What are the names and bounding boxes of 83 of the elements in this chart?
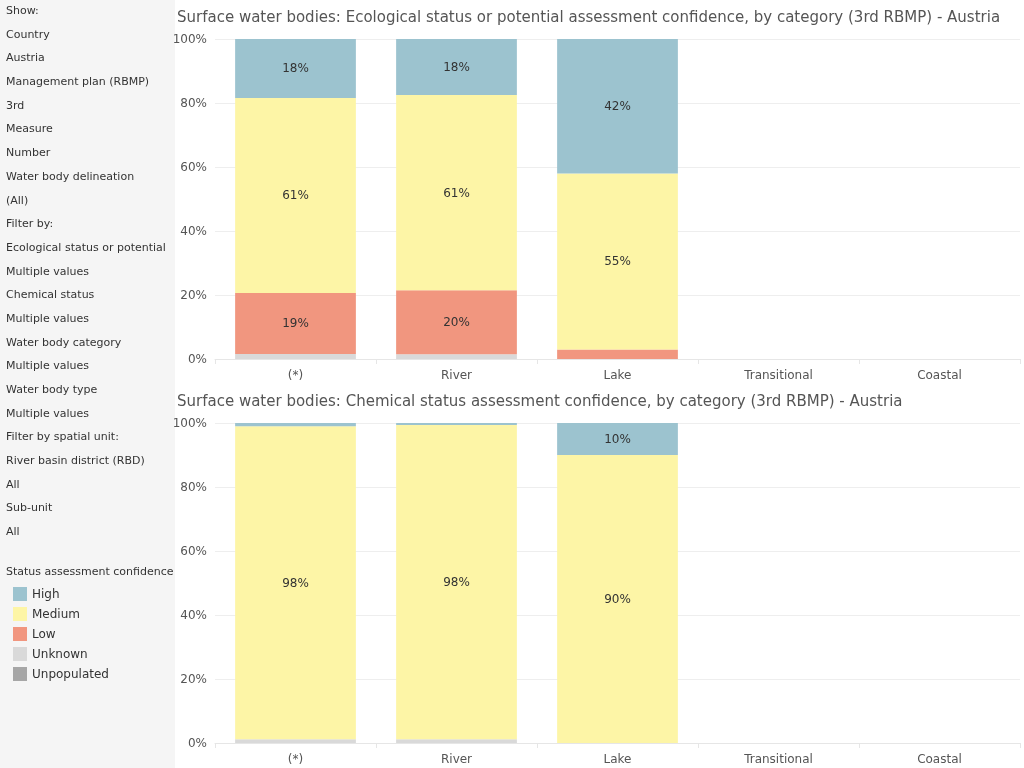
- bar: [235, 39, 356, 98]
- text: Chemical status: [6, 288, 96, 304]
- x-tick-label: Coastal: [917, 368, 962, 382]
- data-label: 20%: [443, 315, 470, 330]
- bar: [396, 739, 517, 743]
- text: Number: [6, 146, 52, 162]
- x-tick-label: River: [440, 368, 473, 382]
- legend-label: Unpopulated: [32, 667, 109, 681]
- data-label: 98%: [443, 575, 470, 590]
- text: Country: [6, 27, 51, 43]
- text: Filter by spatial unit:: [6, 430, 120, 446]
- y-tick-label: 0%: [187, 736, 207, 750]
- text: (All): [6, 193, 30, 209]
- text: River basin district (RBD): [6, 454, 146, 470]
- bar: [235, 97, 356, 294]
- text: Measure: [6, 122, 54, 138]
- data-label: 55%: [604, 254, 631, 269]
- y-tick-label: 20%: [180, 288, 207, 302]
- text: Multiple values: [6, 406, 90, 422]
- text: All: [6, 525, 21, 541]
- y-tick-label: 40%: [180, 608, 207, 622]
- chart-title: Surface water bodies: Ecological status or potential assessment confidence, by category (3rd RBMP) - Austria: [177, 7, 1001, 26]
- text: 3rd: [6, 98, 26, 114]
- bar: [557, 349, 678, 359]
- legend-title: Status assessment confidence: [6, 565, 174, 578]
- bar: [557, 423, 678, 455]
- bar: [557, 39, 678, 174]
- data-label: 90%: [604, 592, 631, 606]
- text: Multiple values: [6, 359, 90, 375]
- y-tick-label: 80%: [180, 96, 207, 110]
- bar: [396, 290, 517, 355]
- x-tick-label: Transitional: [743, 752, 813, 766]
- x-tick-label: (*): [287, 368, 304, 382]
- text: Water body delineation: [6, 169, 136, 185]
- data-label: 61%: [443, 185, 470, 200]
- y-tick-label: 60%: [180, 160, 207, 174]
- bar: [235, 353, 356, 359]
- y-tick-label: 40%: [180, 224, 207, 238]
- text: Water body type: [6, 383, 99, 398]
- text: Multiple values: [6, 264, 90, 280]
- bar: [396, 424, 517, 740]
- data-label: 18%: [443, 60, 470, 74]
- bar: [396, 354, 517, 359]
- text: Multiple values: [6, 311, 90, 327]
- chart-title: Surface water bodies: Chemical status assessment confidence, by category (3rd RBMP) - Austria: [177, 391, 903, 410]
- legend-label: Low: [32, 627, 56, 641]
- data-label: 19%: [282, 316, 309, 331]
- text: Management plan (RBMP): [6, 75, 151, 91]
- x-tick-label: Lake: [603, 368, 632, 382]
- x-tick-label: (*): [287, 752, 304, 766]
- y-tick-label: 60%: [180, 544, 207, 558]
- text: Show:: [6, 4, 40, 19]
- x-tick-label: River: [440, 752, 473, 766]
- text: All: [6, 477, 21, 493]
- data-label: 10%: [604, 432, 631, 446]
- text: Filter by:: [6, 217, 55, 233]
- legend-label: High: [32, 587, 60, 601]
- data-label: 18%: [282, 61, 309, 76]
- bar: [235, 426, 356, 740]
- bar: [235, 423, 356, 427]
- y-tick-label: 80%: [180, 480, 207, 494]
- y-tick-label: 100%: [172, 416, 207, 430]
- y-tick-label: 100%: [172, 32, 207, 46]
- bar: [235, 293, 356, 354]
- text: Water body category: [6, 335, 123, 351]
- legend-label: Medium: [32, 607, 80, 621]
- bar: [396, 39, 517, 95]
- legend-label: Unknown: [32, 647, 88, 661]
- text: Austria: [6, 51, 46, 67]
- data-label: 42%: [604, 99, 631, 114]
- y-tick-label: 20%: [180, 672, 207, 686]
- bar: [235, 739, 356, 743]
- text: Sub-unit: [6, 501, 54, 517]
- x-tick-label: Lake: [603, 752, 632, 766]
- data-label: 98%: [282, 575, 309, 590]
- x-tick-label: Transitional: [743, 368, 813, 382]
- data-label: 61%: [282, 188, 309, 203]
- x-tick-label: Coastal: [917, 752, 962, 766]
- bar: [557, 173, 678, 350]
- y-tick-label: 0%: [187, 352, 207, 366]
- text: Ecological status or potential: [6, 240, 167, 256]
- bar: [396, 95, 517, 291]
- bar: [557, 455, 678, 743]
